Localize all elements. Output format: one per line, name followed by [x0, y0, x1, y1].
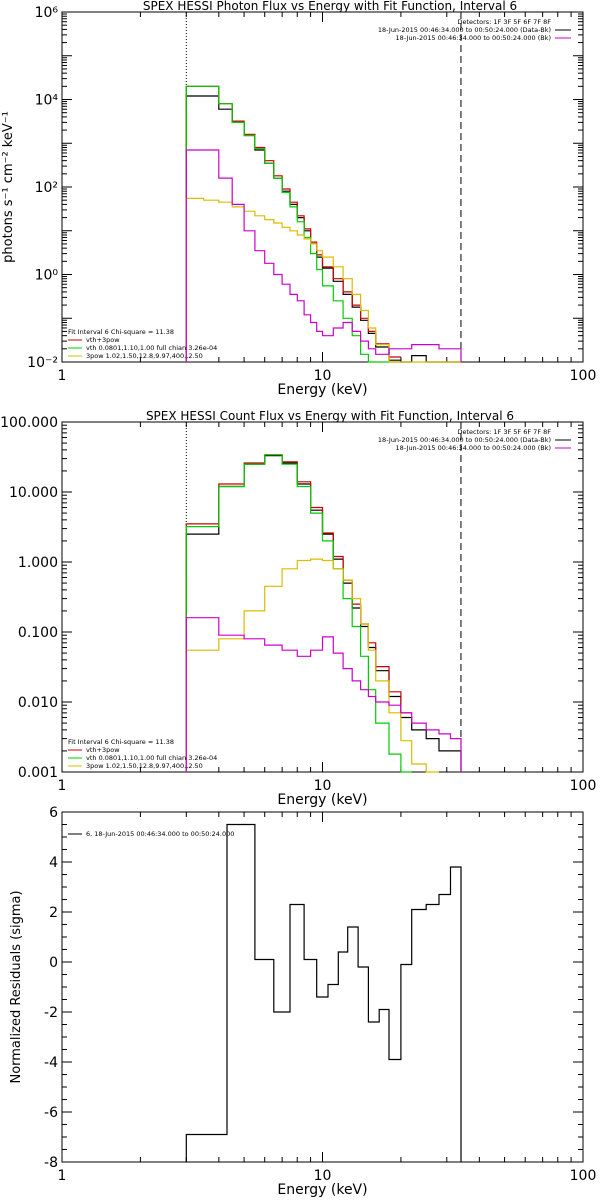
series-2-line	[185, 454, 412, 772]
plot-frame	[61, 421, 584, 773]
y-tick-label: 4	[49, 855, 58, 871]
chart-2: 1 10 100 Energy (keV) 0.001 0.010 0.100 1.000 10…	[0, 409, 596, 808]
y-tick-label: 0.001	[18, 765, 58, 781]
legend-right-text: 18-Jun-2015 00:46:34.000 to 00:50:24.000…	[378, 436, 551, 444]
y-axis-label: Normalized Residuals (sigma)	[9, 890, 24, 1083]
x-tick-label: 10	[314, 1168, 332, 1184]
legend-right-text: 18-Jun-2015 00:46:34.000 to 00:50:24.000…	[378, 26, 551, 34]
y-tick-label: 10⁶	[35, 5, 59, 21]
legend-right-text: 18-Jun-2015 00:46:34.000 to 00:50:24.000…	[396, 444, 551, 452]
series-1-line	[185, 95, 461, 363]
plot-frame	[61, 811, 584, 1163]
y-tick-label: 100.000	[0, 415, 58, 431]
series-3-line	[185, 85, 401, 363]
x-tick-label: 10	[314, 778, 332, 794]
legend-left-text: 3pow 1.02,1.50,12.8,9.97,400.,2.50	[86, 352, 203, 360]
y-tick-label: 0	[49, 955, 58, 971]
legend-left-text: Fit Interval 6 Chi-square = 11.38	[68, 328, 174, 336]
series-1-line	[185, 823, 462, 1162]
x-tick-label: 100	[570, 1168, 597, 1184]
x-axis-label: Energy (keV)	[277, 1182, 367, 1198]
y-tick-label: 10⁰	[35, 268, 59, 284]
series-5-line	[185, 149, 462, 362]
y-tick-label: 6	[49, 805, 58, 821]
x-tick-label: 1	[58, 778, 67, 794]
chart-1: 1 10 100 Energy (keV) 10⁻² 10⁰ 10² 10⁴ 10⁶ photon…	[1, 0, 596, 398]
y-tick-label: 0.010	[18, 695, 58, 711]
chart-3: 1 10 100 Energy (keV) -8 -6 -4 -2 0 2 4 6 Normalized…	[9, 805, 596, 1198]
y-tick-label: 2	[49, 905, 58, 921]
y-tick-label: -6	[44, 1105, 58, 1121]
chart-title: SPEX HESSI Count Flux vs Energy with Fit…	[146, 409, 514, 423]
y-tick-label: 10⁴	[35, 93, 59, 109]
x-tick-label: 1	[58, 368, 67, 384]
x-tick-label: 100	[570, 368, 597, 384]
y-tick-label: -4	[44, 1055, 58, 1071]
series-3-line	[185, 454, 412, 773]
y-tick-label: -8	[44, 1155, 58, 1171]
plot-frame	[61, 11, 584, 363]
y-tick-label: 0.100	[18, 625, 58, 641]
y-tick-label: -2	[44, 1005, 58, 1021]
y-tick-label: 10⁻²	[27, 355, 58, 371]
legend-left-text: vth+3pow	[86, 336, 120, 344]
x-tick-label: 1	[58, 1168, 67, 1184]
legend-right-text: Detectors: 1F 3F 5F 6F 7F 8F	[457, 428, 551, 436]
series-5-line	[185, 617, 462, 772]
chart-title: SPEX HESSI Photon Flux vs Energy with Fi…	[143, 0, 517, 13]
y-tick-label: 10.000	[9, 485, 58, 501]
series-4-line	[185, 558, 439, 773]
legend-left-text: 6, 18-Jun-2015 00:46:34.000 to 00:50:24.…	[86, 830, 234, 838]
legend-left-text: 3pow 1.02,1.50,12.8,9.97,400.,2.50	[86, 762, 203, 770]
legend-left-text: vth+3pow	[86, 746, 120, 754]
x-tick-label: 100	[570, 778, 597, 794]
y-tick-label: 10²	[35, 180, 58, 196]
series-4-line	[185, 197, 461, 363]
legend-left-text: vth 0.0801,1.10,1.00 full chian 3.26e-04	[86, 754, 217, 762]
x-axis-label: Energy (keV)	[277, 792, 367, 808]
legend-right-text: 18-Jun-2015 00:46:34.000 to 00:50:24.000…	[396, 34, 551, 42]
legend-left-text: Fit Interval 6 Chi-square = 11.38	[68, 738, 174, 746]
y-tick-label: 1.000	[18, 555, 58, 571]
series-1-line	[185, 455, 462, 772]
x-tick-label: 10	[314, 368, 332, 384]
x-axis-label: Energy (keV)	[277, 382, 367, 398]
legend-left-text: vth 0.0801,1.10,1.00 full chian 3.26e-04	[86, 344, 217, 352]
legend-right-text: Detectors: 1F 3F 5F 6F 7F 8F	[457, 18, 551, 26]
y-axis-label: photons s⁻¹ cm⁻² keV⁻¹	[1, 111, 16, 263]
